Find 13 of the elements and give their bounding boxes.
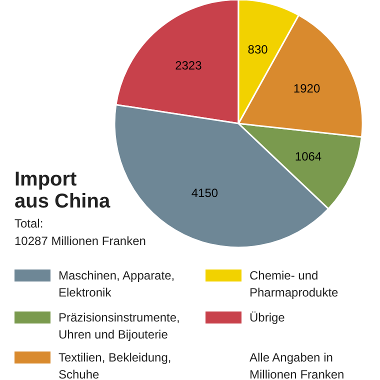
text: Total: 10287 Millionen Franken [14,216,146,248]
legend-label: Maschinen, Apparate, Elektronik [58,268,175,300]
legend-label: Textilien, Bekleidung, Schuhe [58,350,172,380]
data-label: 830 [248,42,268,57]
data-label: 1064 [294,149,322,164]
data-label: 1920 [293,82,320,96]
text: Alle Angaben in Millionen Franken [250,350,344,380]
text: Import aus China [14,168,111,212]
data-label: 2323 [175,58,202,73]
data-label: 4150 [191,186,218,200]
legend-label: Übrige [250,310,286,324]
legend-label: Chemie- und Pharmaprodukte [250,268,339,300]
legend-label: Präzisionsinstrumente, Uhren und Bijouterie [58,310,180,342]
